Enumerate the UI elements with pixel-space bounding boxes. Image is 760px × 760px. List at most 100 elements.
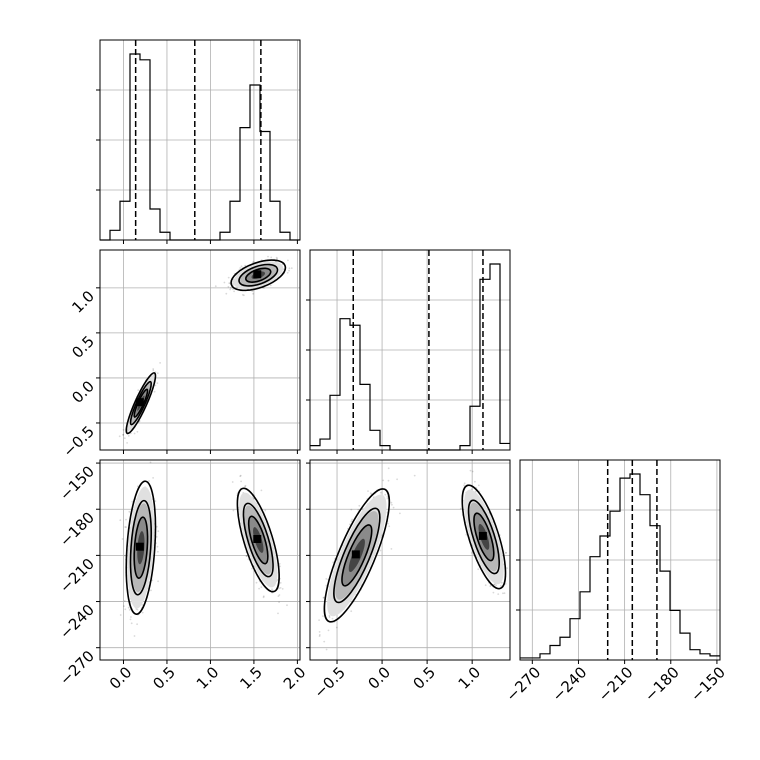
- sample-point: [252, 260, 255, 263]
- sample-point: [278, 594, 281, 596]
- sample-point: [244, 485, 246, 488]
- sample-point: [119, 519, 122, 522]
- tick-label-x-p0: 2.0: [280, 663, 310, 693]
- sample-point: [323, 640, 326, 643]
- contour-line: [341, 524, 373, 587]
- sample-point: [128, 609, 131, 611]
- sample-point: [126, 442, 128, 444]
- sample-point: [279, 582, 282, 584]
- sample-point: [388, 525, 391, 528]
- sample-point: [351, 518, 353, 521]
- tick-label-y-p2: −150: [56, 462, 98, 504]
- sample-point: [500, 581, 503, 584]
- tick-label-x-p2: −240: [549, 663, 591, 705]
- sample-point: [367, 490, 369, 492]
- sample-point: [152, 477, 155, 479]
- sample-point: [463, 482, 466, 485]
- sample-point: [503, 592, 506, 595]
- sample-point: [281, 588, 284, 590]
- sample-point: [358, 504, 361, 507]
- sample-point: [471, 552, 473, 554]
- sample-point: [262, 596, 265, 599]
- sample-point: [278, 562, 281, 565]
- sample-point: [493, 583, 496, 586]
- sample-point: [492, 591, 495, 594]
- tick-label-x-p2: −150: [687, 663, 729, 705]
- sample-point: [484, 584, 487, 587]
- contour-line: [133, 516, 149, 579]
- sample-point: [245, 555, 248, 557]
- sample-point: [465, 533, 468, 536]
- sample-point: [278, 587, 280, 590]
- tick-label-x-p0: 0.0: [106, 663, 136, 693]
- sample-point: [157, 530, 160, 533]
- tick-label-x-p1: −0.5: [311, 663, 349, 701]
- sample-point: [225, 292, 228, 295]
- sample-point: [136, 485, 139, 488]
- histogram-step-p2: [520, 473, 720, 659]
- sample-point: [270, 256, 273, 259]
- sample-point: [318, 619, 320, 621]
- tick-label-y-p1: 1.0: [68, 287, 98, 317]
- sample-point: [122, 434, 124, 436]
- density-peak: [135, 398, 144, 407]
- sample-point: [124, 526, 126, 528]
- sample-point: [244, 264, 247, 267]
- sample-point: [232, 509, 235, 512]
- sample-point: [325, 648, 328, 651]
- tick-label-y-p2: −210: [56, 555, 98, 597]
- sample-point: [152, 369, 155, 372]
- sample-point: [322, 615, 324, 617]
- sample-point: [502, 592, 504, 595]
- sample-point: [141, 611, 144, 614]
- sample-point: [474, 480, 476, 483]
- tick-label-x-p1: 0.0: [365, 663, 395, 693]
- sample-point: [350, 520, 353, 523]
- sample-point: [152, 368, 155, 370]
- sample-point: [277, 595, 280, 597]
- sample-point: [504, 583, 507, 585]
- sample-point: [124, 608, 127, 611]
- sample-point: [123, 437, 126, 440]
- sample-point: [387, 467, 390, 470]
- tick-label-y-p2: −240: [56, 601, 98, 643]
- tick-label-y-p1: −0.5: [60, 422, 98, 460]
- sample-point: [149, 461, 152, 464]
- contour-line: [230, 259, 287, 292]
- scatter-panel-p1-p2: [306, 459, 511, 664]
- sample-point: [349, 523, 351, 526]
- sample-point: [156, 525, 158, 528]
- sample-point: [228, 282, 231, 284]
- sample-point: [239, 474, 242, 477]
- sample-point: [151, 579, 154, 582]
- sample-point: [157, 580, 160, 583]
- sample-point: [277, 612, 279, 615]
- tick-label-x-p1: 1.0: [455, 663, 485, 693]
- tick-label-y-p2: −270: [56, 647, 98, 689]
- sample-point: [286, 271, 289, 274]
- sample-point: [229, 287, 232, 289]
- sample-point: [335, 626, 338, 629]
- sample-point: [286, 604, 288, 607]
- tick-label-x-p0: 1.0: [193, 663, 223, 693]
- sample-point: [387, 522, 389, 525]
- sample-point: [399, 512, 401, 515]
- contour-line: [129, 499, 153, 596]
- sample-point: [387, 479, 390, 482]
- contour-line: [238, 263, 279, 287]
- sample-point: [267, 255, 269, 258]
- density-peak: [253, 270, 262, 279]
- scatter-content: [318, 467, 508, 651]
- sample-point: [258, 587, 260, 590]
- sample-point: [127, 435, 130, 437]
- sample-point: [121, 538, 124, 540]
- sample-point: [262, 595, 265, 598]
- sample-point: [156, 372, 159, 375]
- tick-label-x-p1: 0.5: [410, 663, 440, 693]
- sample-point: [154, 384, 157, 387]
- sample-point: [232, 288, 234, 291]
- sample-point: [278, 601, 280, 603]
- contour-line: [247, 515, 269, 565]
- sample-point: [384, 493, 387, 496]
